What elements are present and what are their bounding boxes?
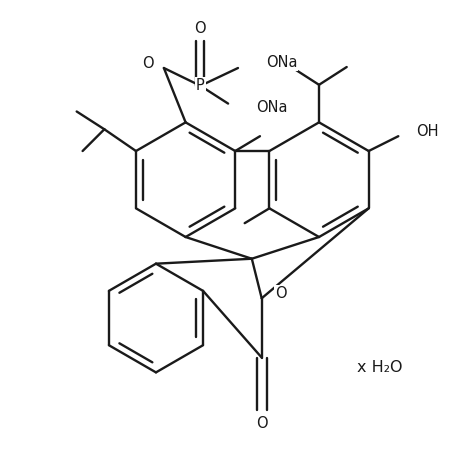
Text: P: P [196,78,205,93]
Text: O: O [275,286,287,301]
Text: O: O [195,21,206,36]
Text: O: O [142,55,154,71]
Text: O: O [256,416,267,431]
Text: ONa: ONa [265,55,297,70]
Text: OH: OH [416,124,438,139]
Text: x H₂O: x H₂O [356,360,402,375]
Text: ONa: ONa [256,100,287,115]
